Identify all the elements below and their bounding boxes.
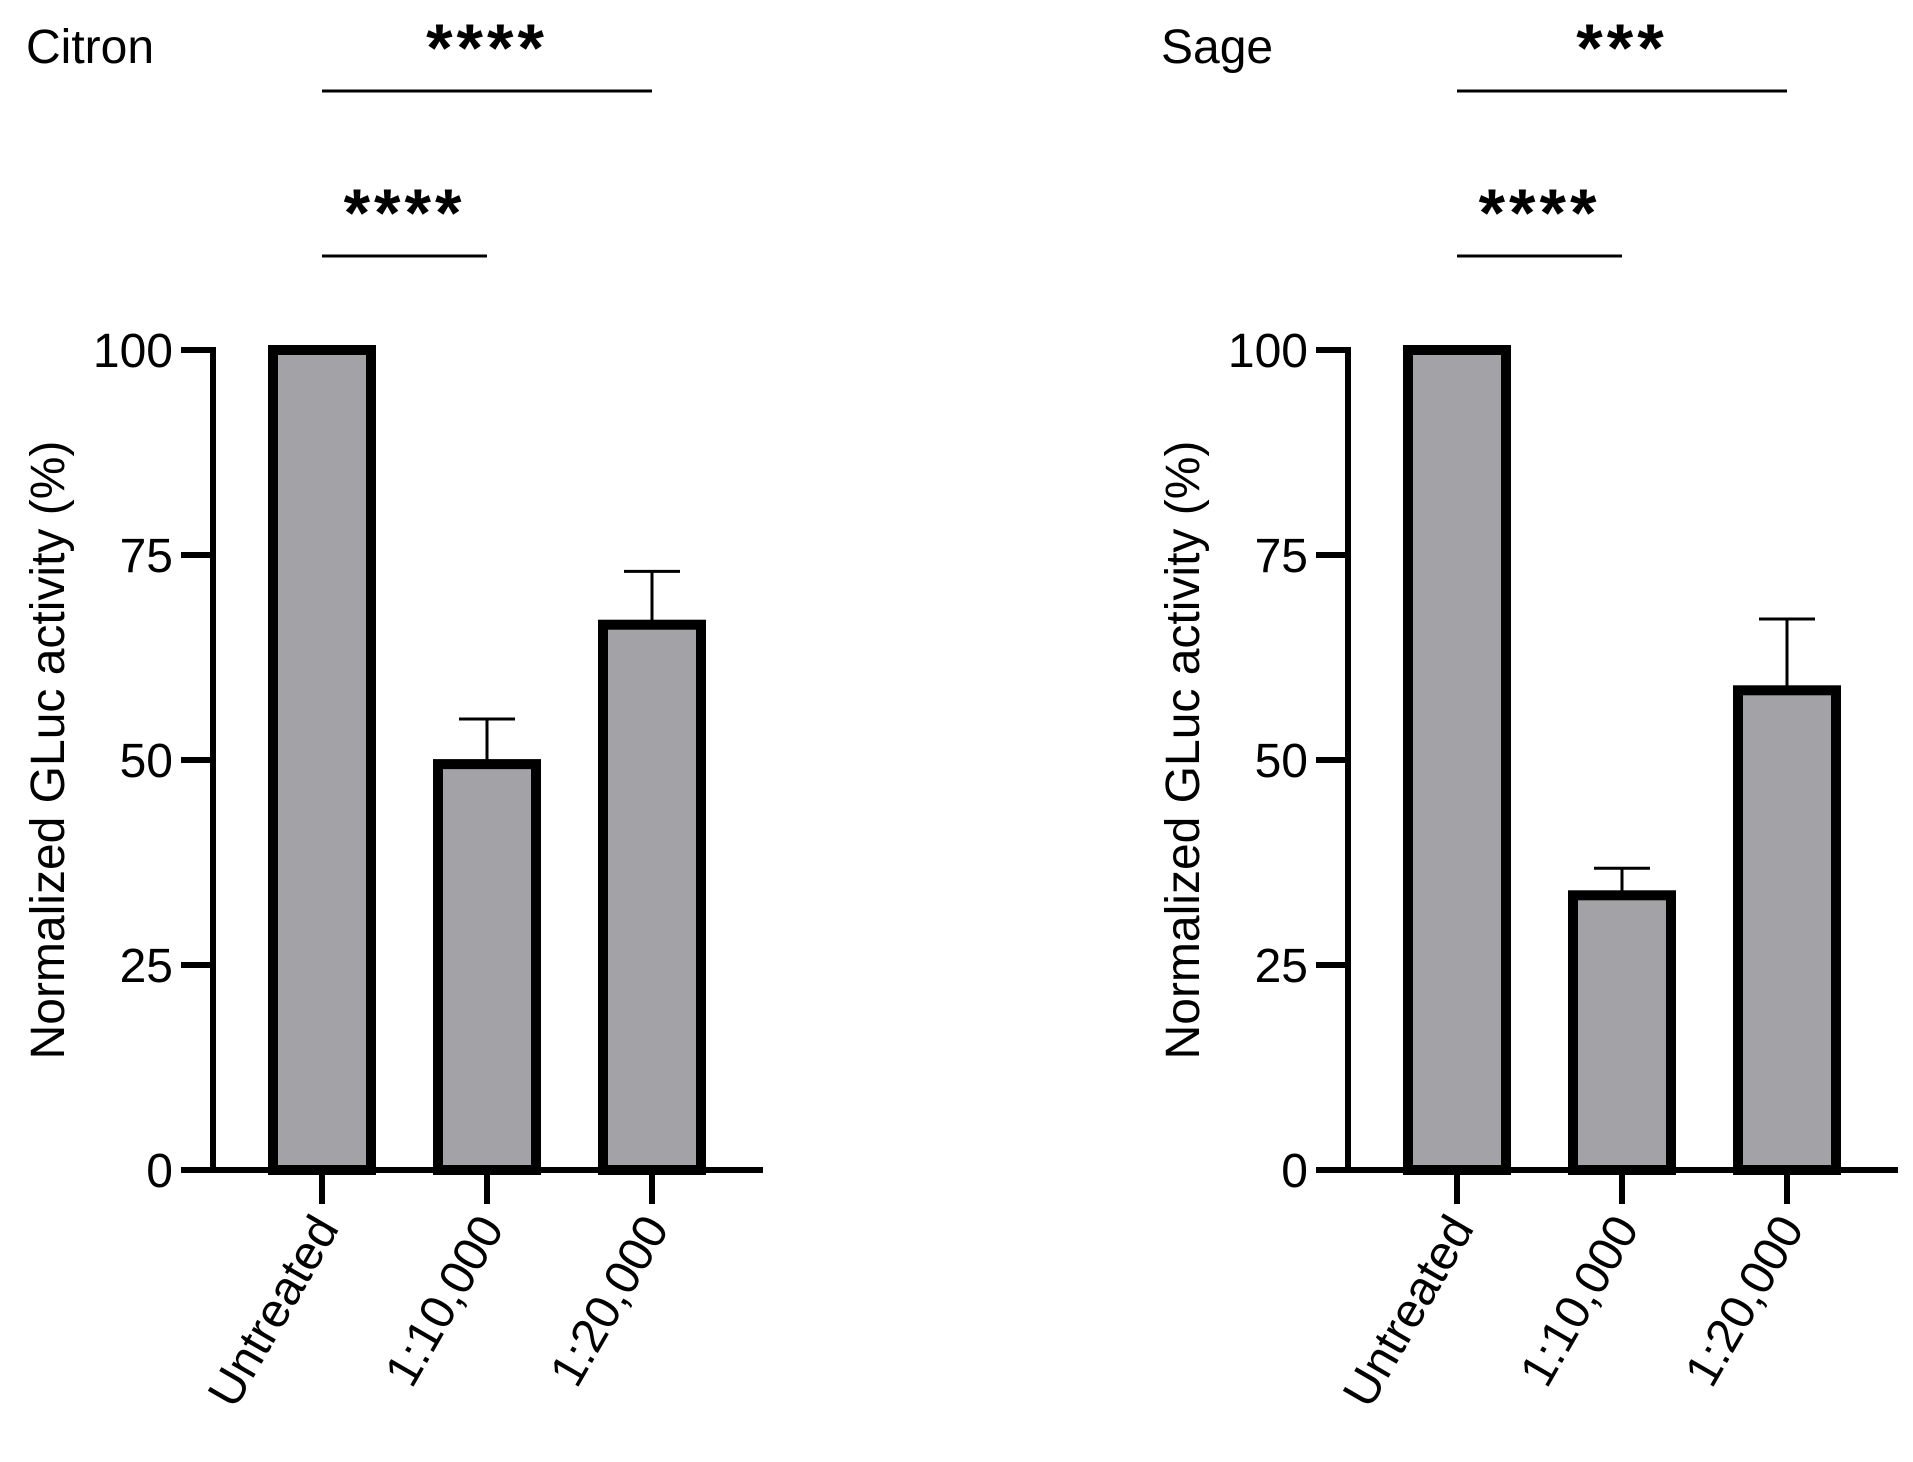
- y-axis-label: Normalized GLuc activity (%): [22, 441, 75, 1060]
- category-label: 1:10,000: [375, 1207, 514, 1395]
- y-axis-label: Normalized GLuc activity (%): [1157, 441, 1210, 1060]
- bar-1:20,000: [598, 619, 706, 1175]
- category-label: Untreated: [1333, 1207, 1484, 1416]
- category-label: 1:10,000: [1510, 1207, 1649, 1395]
- bar-1:20,000: [1733, 685, 1841, 1175]
- y-tick-label: 50: [1255, 735, 1308, 788]
- bar-Untreated: [268, 345, 376, 1175]
- y-tick-label: 100: [1228, 325, 1308, 378]
- significance-stars: ****: [1479, 175, 1601, 251]
- panel-citron: Citron 0 25 50 75 100 Normalized GLuc activity…: [22, 10, 763, 1416]
- y-tick-label: 25: [120, 940, 173, 993]
- panel-title: Citron: [26, 21, 154, 74]
- panel-sage: Sage 0 25 50 75 100 Normalized GLuc activity (…: [1157, 10, 1898, 1416]
- category-label: 1:20,000: [1675, 1207, 1814, 1395]
- significance-stars: ***: [1576, 10, 1667, 86]
- significance-stars: ****: [426, 10, 548, 86]
- bar-1:10,000: [433, 759, 541, 1175]
- category-label: 1:20,000: [540, 1207, 679, 1395]
- y-tick-label: 0: [1281, 1145, 1308, 1198]
- y-tick-label: 50: [120, 735, 173, 788]
- category-label: Untreated: [198, 1207, 349, 1416]
- y-tick-label: 100: [93, 325, 173, 378]
- bar-1:10,000: [1568, 890, 1676, 1175]
- y-tick-label: 75: [120, 530, 173, 583]
- panel-title: Sage: [1161, 21, 1273, 74]
- bar-Untreated: [1403, 345, 1511, 1175]
- y-tick-label: 25: [1255, 940, 1308, 993]
- significance-stars: ****: [344, 175, 466, 251]
- y-tick-label: 75: [1255, 530, 1308, 583]
- y-tick-label: 0: [146, 1145, 173, 1198]
